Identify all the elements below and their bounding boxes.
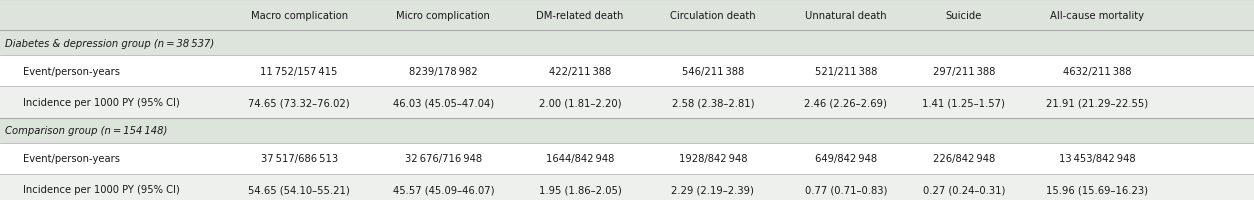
Bar — [0, 31, 1254, 56]
Text: Event/person-years: Event/person-years — [23, 67, 119, 76]
Text: 54.65 (54.10–55.21): 54.65 (54.10–55.21) — [248, 185, 350, 194]
Bar — [0, 143, 1254, 174]
Text: 226/842 948: 226/842 948 — [933, 154, 994, 163]
Text: 0.77 (0.71–0.83): 0.77 (0.71–0.83) — [805, 185, 887, 194]
Text: 11 752/157 415: 11 752/157 415 — [261, 67, 337, 76]
Text: 46.03 (45.05–47.04): 46.03 (45.05–47.04) — [393, 98, 494, 107]
Text: 297/211 388: 297/211 388 — [933, 67, 994, 76]
Text: Suicide: Suicide — [946, 11, 982, 20]
Text: 8239/178 982: 8239/178 982 — [409, 67, 478, 76]
Text: Unnatural death: Unnatural death — [805, 11, 887, 20]
Text: 45.57 (45.09–46.07): 45.57 (45.09–46.07) — [393, 185, 494, 194]
Text: 1.41 (1.25–1.57): 1.41 (1.25–1.57) — [922, 98, 1006, 107]
Text: 422/211 388: 422/211 388 — [549, 67, 611, 76]
Text: 1928/842 948: 1928/842 948 — [678, 154, 747, 163]
Text: 74.65 (73.32–76.02): 74.65 (73.32–76.02) — [248, 98, 350, 107]
Bar — [0, 118, 1254, 143]
Text: 1644/842 948: 1644/842 948 — [545, 154, 614, 163]
Text: Macro complication: Macro complication — [251, 11, 347, 20]
Text: Micro complication: Micro complication — [396, 11, 490, 20]
Bar — [0, 87, 1254, 118]
Text: Circulation death: Circulation death — [670, 11, 756, 20]
Text: 21.91 (21.29–22.55): 21.91 (21.29–22.55) — [1046, 98, 1149, 107]
Text: All-cause mortality: All-cause mortality — [1051, 11, 1144, 20]
Text: 649/842 948: 649/842 948 — [815, 154, 877, 163]
Text: 13 453/842 948: 13 453/842 948 — [1058, 154, 1136, 163]
Text: Diabetes & depression group (n = 38 537): Diabetes & depression group (n = 38 537) — [5, 39, 214, 48]
Bar — [0, 0, 1254, 31]
Text: 2.58 (2.38–2.81): 2.58 (2.38–2.81) — [672, 98, 754, 107]
Text: Incidence per 1000 PY (95% CI): Incidence per 1000 PY (95% CI) — [23, 185, 179, 194]
Text: Comparison group (n = 154 148): Comparison group (n = 154 148) — [5, 126, 167, 135]
Text: 32 676/716 948: 32 676/716 948 — [405, 154, 482, 163]
Text: 4632/211 388: 4632/211 388 — [1063, 67, 1131, 76]
Text: 15.96 (15.69–16.23): 15.96 (15.69–16.23) — [1046, 185, 1149, 194]
Text: Event/person-years: Event/person-years — [23, 154, 119, 163]
Text: 2.46 (2.26–2.69): 2.46 (2.26–2.69) — [804, 98, 888, 107]
Text: 2.29 (2.19–2.39): 2.29 (2.19–2.39) — [671, 185, 755, 194]
Text: 2.00 (1.81–2.20): 2.00 (1.81–2.20) — [539, 98, 621, 107]
Text: 1.95 (1.86–2.05): 1.95 (1.86–2.05) — [539, 185, 621, 194]
Bar — [0, 174, 1254, 200]
Text: DM-related death: DM-related death — [537, 11, 623, 20]
Text: 521/211 388: 521/211 388 — [815, 67, 877, 76]
Bar — [0, 56, 1254, 87]
Text: 37 517/686 513: 37 517/686 513 — [261, 154, 337, 163]
Text: 0.27 (0.24–0.31): 0.27 (0.24–0.31) — [923, 185, 1004, 194]
Text: 546/211 388: 546/211 388 — [682, 67, 744, 76]
Text: Incidence per 1000 PY (95% CI): Incidence per 1000 PY (95% CI) — [23, 98, 179, 107]
